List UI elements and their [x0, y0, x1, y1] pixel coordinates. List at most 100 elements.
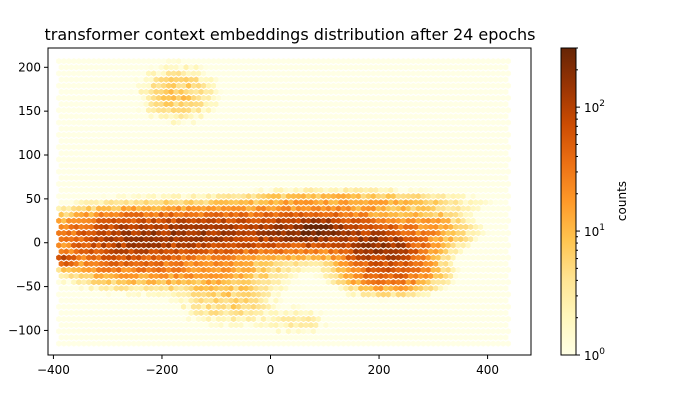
hex-cell: [430, 70, 437, 77]
hex-cell: [425, 328, 432, 335]
hex-cell: [383, 236, 389, 243]
hex-cell: [298, 101, 304, 108]
hex-cell: [153, 285, 159, 292]
hex-cell: [343, 272, 349, 280]
hex-cell: [86, 94, 92, 102]
hex-cell: [203, 150, 209, 157]
hex-cell: [175, 291, 182, 298]
hex-cell: [438, 322, 444, 329]
hex-cell: [423, 272, 429, 280]
hex-cell: [483, 162, 489, 169]
hex-cell: [208, 76, 214, 83]
hex-cell: [148, 285, 154, 292]
hex-cell: [238, 199, 244, 206]
hex-cell: [345, 156, 352, 163]
hex-cell: [393, 223, 399, 231]
hex-cell: [430, 107, 437, 114]
hex-cell: [66, 70, 72, 77]
hex-cell: [343, 137, 349, 145]
hex-cell: [101, 328, 107, 335]
hex-cell: [163, 211, 169, 218]
hex-cell: [448, 174, 454, 181]
hex-cell: [465, 156, 471, 163]
hex-cell: [435, 242, 442, 249]
hex-cell: [400, 82, 407, 89]
hex-cell: [183, 334, 189, 341]
hex-cell: [395, 58, 402, 65]
hex-cell: [395, 328, 402, 335]
hex-cell: [113, 88, 119, 95]
hex-cell: [325, 107, 332, 114]
hex-cell: [270, 315, 277, 323]
hex-cell: [435, 144, 442, 151]
hex-cell: [353, 322, 359, 329]
hex-cell: [445, 156, 451, 163]
hex-cell: [161, 168, 167, 175]
hex-cell: [313, 174, 319, 181]
hex-cell: [253, 260, 259, 267]
hex-cell: [265, 193, 272, 200]
hex-cell: [438, 88, 444, 95]
hex-cell: [238, 150, 244, 157]
hex-cell: [460, 70, 466, 77]
hex-cell: [365, 82, 372, 89]
hex-cell: [293, 162, 299, 169]
hex-cell: [453, 223, 459, 231]
hex-cell: [440, 180, 446, 188]
hex-cell: [505, 156, 511, 163]
hex-cell: [275, 266, 282, 274]
hex-cell: [200, 217, 207, 224]
hex-cell: [320, 82, 327, 89]
hex-cell: [215, 328, 222, 335]
hex-cell: [405, 229, 412, 237]
hex-cell: [388, 211, 394, 218]
hex-cell: [240, 229, 247, 237]
hex-cell: [503, 174, 509, 181]
hex-cell: [123, 125, 129, 132]
hex-cell: [505, 340, 511, 347]
hex-cell: [413, 285, 419, 292]
hex-cell: [278, 211, 284, 218]
hex-cell: [370, 107, 377, 114]
hex-cell: [478, 236, 484, 243]
hex-cell: [280, 82, 287, 89]
hex-cell: [86, 70, 92, 77]
hex-cell: [260, 180, 267, 188]
x-tick-label: 200: [368, 363, 391, 377]
hex-cell: [355, 217, 362, 224]
hex-cell: [88, 125, 95, 132]
hex-cell: [368, 162, 374, 169]
hex-cell: [418, 236, 424, 243]
hex-cell: [151, 328, 157, 335]
hex-cell: [325, 94, 332, 102]
hex-cell: [223, 101, 229, 108]
hex-cell: [275, 131, 282, 138]
hex-cell: [86, 144, 92, 151]
hex-cell: [141, 266, 147, 274]
hex-cell: [495, 229, 501, 237]
hex-cell: [158, 272, 164, 280]
hex-cell: [106, 119, 112, 126]
hex-cell: [126, 94, 132, 102]
hex-cell: [156, 279, 162, 286]
hex-cell: [295, 266, 302, 274]
hex-cell: [101, 144, 107, 151]
hex-cell: [440, 168, 446, 175]
hex-cell: [435, 58, 442, 65]
hex-cell: [163, 137, 169, 145]
hex-cell: [453, 285, 459, 292]
hex-cell: [243, 186, 249, 194]
hex-cell: [78, 236, 85, 243]
hex-cell: [190, 279, 197, 286]
hex-cell: [435, 303, 442, 310]
hex-cell: [215, 107, 222, 114]
hex-cell: [260, 70, 267, 77]
hex-cell: [258, 236, 264, 243]
hex-cell: [318, 297, 324, 304]
hex-cell: [398, 272, 404, 280]
hex-cell: [76, 70, 82, 77]
hex-cell: [245, 217, 252, 224]
hex-cell: [498, 260, 504, 267]
hex-cell: [248, 150, 254, 157]
hex-cell: [225, 144, 232, 151]
